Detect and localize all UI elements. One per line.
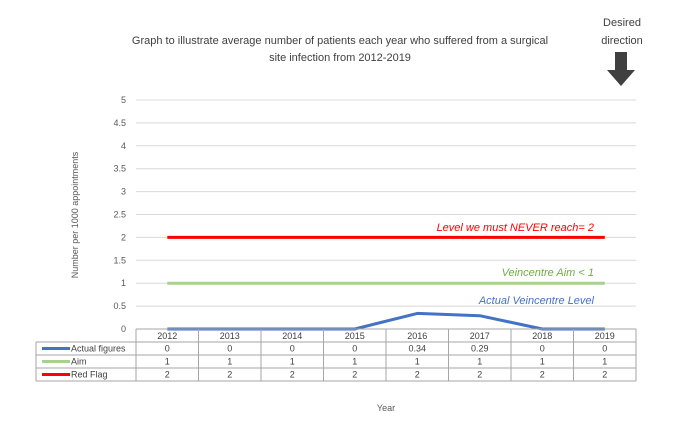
- data-label: 2: [290, 370, 295, 380]
- y-tick-label: 1: [121, 278, 126, 288]
- x-tick-label: 2014: [282, 331, 302, 341]
- actual-level-annotation: Actual Veincentre Level: [478, 295, 595, 307]
- y-tick-label: 3.5: [113, 164, 126, 174]
- x-tick-label: 2017: [470, 331, 490, 341]
- data-label: 2: [165, 370, 170, 380]
- data-label: 1: [477, 357, 482, 367]
- data-label: 1: [227, 357, 232, 367]
- legend-entry: Aim: [71, 357, 87, 367]
- y-axis-ticks: 0 0.5 1 1.5 2 2.5 3 3.5 4 4.5 5: [113, 95, 126, 334]
- data-label: 0: [602, 344, 607, 354]
- data-label: 0: [290, 344, 295, 354]
- data-label: 2: [352, 370, 357, 380]
- legend-entry: Red Flag: [71, 370, 108, 380]
- y-tick-label: 0: [121, 324, 126, 334]
- x-axis-label: Year: [377, 403, 395, 413]
- aim-annotation: Veincentre Aim < 1: [502, 267, 594, 279]
- chart-title-line-2: site infection from 2012-2019: [269, 52, 411, 64]
- y-tick-label: 2: [121, 232, 126, 242]
- y-tick-label: 4.5: [113, 118, 126, 128]
- y-tick-label: 3: [121, 187, 126, 197]
- data-label: 2: [415, 370, 420, 380]
- series-line-actual-figures: [167, 311, 605, 331]
- data-label: 1: [290, 357, 295, 367]
- data-label: 0.34: [408, 344, 426, 354]
- data-label: 2: [227, 370, 232, 380]
- chart-title-line-1: Graph to illustrate average number of pa…: [132, 35, 548, 47]
- data-label: 1: [602, 357, 607, 367]
- data-label: 1: [540, 357, 545, 367]
- data-label: 1: [165, 357, 170, 367]
- data-label: 2: [540, 370, 545, 380]
- x-tick-label: 2018: [532, 331, 552, 341]
- data-label: 1: [352, 357, 357, 367]
- red-flag-annotation: Level we must NEVER reach= 2: [437, 222, 594, 234]
- data-label: 1: [415, 357, 420, 367]
- y-tick-label: 2.5: [113, 210, 126, 220]
- x-tick-label: 2012: [157, 331, 177, 341]
- data-label: 0: [352, 344, 357, 354]
- x-tick-label: 2013: [220, 331, 240, 341]
- data-label: 2: [602, 370, 607, 380]
- data-label: 2: [477, 370, 482, 380]
- x-tick-label: 2015: [345, 331, 365, 341]
- data-label: 0: [540, 344, 545, 354]
- data-label: 0.29: [471, 344, 489, 354]
- arrow-down-icon: [607, 52, 635, 86]
- x-tick-label: 2016: [407, 331, 427, 341]
- direction-label-line-2: direction: [601, 35, 643, 47]
- y-tick-label: 4: [121, 141, 126, 151]
- data-label: 0: [227, 344, 232, 354]
- series-lines: [167, 235, 605, 331]
- y-tick-label: 0.5: [113, 301, 126, 311]
- direction-label-line-1: Desired: [603, 17, 641, 29]
- legend-entry: Actual figures: [71, 344, 126, 354]
- data-label: 0: [165, 344, 170, 354]
- y-tick-label: 5: [121, 95, 126, 105]
- x-tick-label: 2019: [595, 331, 615, 341]
- y-tick-label: 1.5: [113, 255, 126, 265]
- y-axis-label: Number per 1000 appointments: [70, 151, 80, 278]
